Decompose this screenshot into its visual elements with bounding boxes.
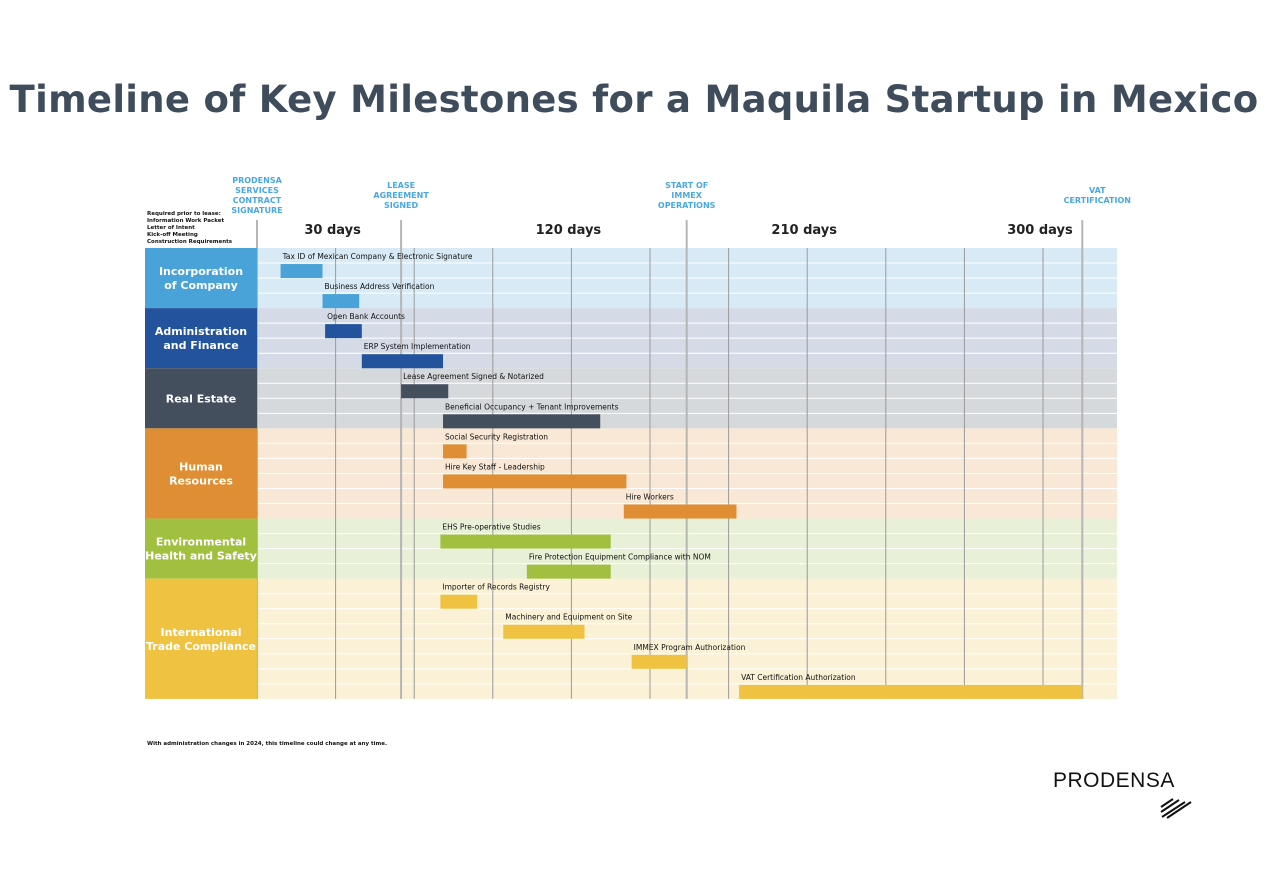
task-label: Hire Workers xyxy=(626,492,674,501)
task-label: Lease Agreement Signed & Notarized xyxy=(403,372,544,381)
task-bar xyxy=(322,294,360,309)
task-label: Importer of Records Registry xyxy=(442,583,550,592)
prodensa-logo: PRODENSA xyxy=(1053,769,1192,819)
axis-tick-label: 30 days xyxy=(304,223,361,238)
task-label: Tax ID of Mexican Company & Electronic S… xyxy=(282,252,473,261)
task-label: Hire Key Staff - Leadership xyxy=(445,462,545,471)
milestone-label: PRODENSA SERVICES CONTRACT SIGNATURE xyxy=(231,176,282,215)
task-bar xyxy=(631,654,687,669)
task-label: ERP System Implementation xyxy=(364,342,471,351)
task-bar xyxy=(440,534,611,549)
prerequisite-item: Information Work Packet xyxy=(147,218,225,224)
task-label: Social Security Registration xyxy=(445,432,548,441)
task-bar xyxy=(443,474,627,489)
milestone-label: VAT CERTIFICATION xyxy=(1064,186,1131,205)
category-box xyxy=(145,578,257,699)
task-bar xyxy=(401,384,449,399)
task-bar xyxy=(443,414,601,429)
category-label: Human Resources xyxy=(169,460,233,487)
milestone-label: LEASE AGREEMENT SIGNED xyxy=(373,181,429,210)
category-label: Administration and Finance xyxy=(155,325,247,352)
page-title: Timeline of Key Milestones for a Maquila… xyxy=(9,78,1259,121)
task-label: VAT Certification Authorization xyxy=(741,673,856,682)
task-bar xyxy=(526,564,611,579)
category-box xyxy=(145,368,257,429)
category-box xyxy=(145,518,257,579)
task-bar xyxy=(739,684,1083,699)
prerequisites-heading: Required prior to lease: xyxy=(147,211,221,217)
category-box xyxy=(145,308,257,369)
task-bar xyxy=(503,624,585,639)
task-bar xyxy=(361,354,444,369)
logo-text: PRODENSA xyxy=(1053,769,1175,792)
category-box xyxy=(145,248,257,309)
category-label: Real Estate xyxy=(166,392,236,405)
task-label: EHS Pre-operative Studies xyxy=(442,523,540,532)
task-label: Machinery and Equipment on Site xyxy=(505,613,632,622)
prerequisites-note: Required prior to lease: Information Wor… xyxy=(147,211,232,246)
task-bar xyxy=(443,444,467,459)
prerequisite-item: Construction Requirements xyxy=(147,239,233,245)
category-label: Environmental Health and Safety xyxy=(145,536,257,563)
task-label: IMMEX Program Authorization xyxy=(634,643,746,652)
prerequisite-item: Kick-off Meeting xyxy=(147,232,198,238)
axis-tick-label: 210 days xyxy=(771,223,837,238)
logo-stripes-icon xyxy=(1160,798,1192,819)
footnote: With administration changes in 2024, thi… xyxy=(147,741,388,747)
task-label: Business Address Verification xyxy=(325,282,435,291)
axis-tick-label: 120 days xyxy=(536,223,602,238)
category-label: Incorporation of Company xyxy=(159,265,243,292)
task-bar xyxy=(440,594,478,609)
task-label: Fire Protection Equipment Compliance wit… xyxy=(529,553,711,562)
task-label: Beneficial Occupancy + Tenant Improvemen… xyxy=(445,402,619,411)
category-box xyxy=(145,428,257,519)
task-label: Open Bank Accounts xyxy=(327,312,405,321)
prerequisite-item: Letter of Intent xyxy=(147,225,195,231)
category-label: International Trade Compliance xyxy=(146,626,256,653)
milestone-label: START OF IMMEX OPERATIONS xyxy=(658,181,716,210)
task-bar xyxy=(623,504,737,519)
task-bar xyxy=(280,264,323,279)
axis-tick-label: 300 days xyxy=(1007,223,1073,238)
task-bar xyxy=(325,324,362,339)
